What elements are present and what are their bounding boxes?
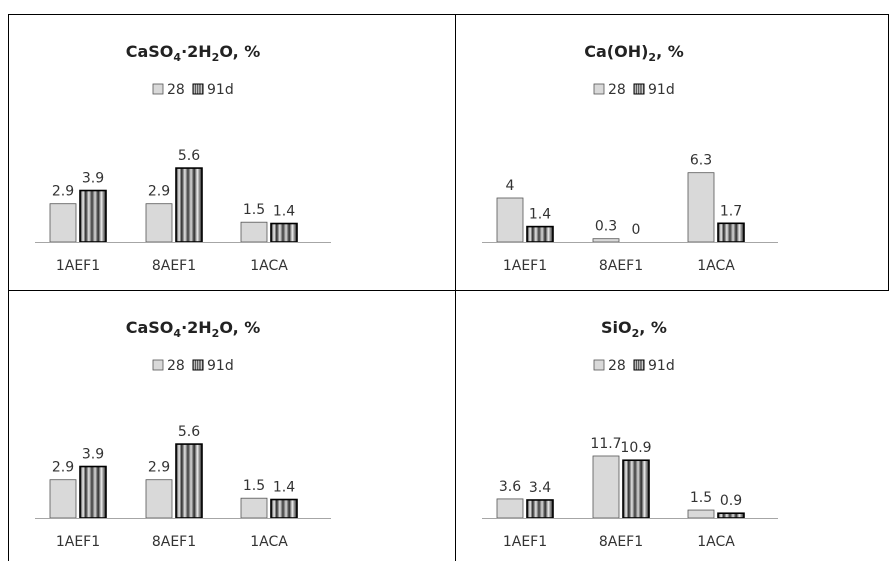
legend-label-91d: 91d [207,358,234,374]
data-label-91d-8AEF1: 10.9 [620,440,651,456]
bar-28-8AEF1 [145,479,173,519]
frame-top-border [8,14,889,15]
legend-label-28: 28 [608,82,626,98]
chart-panel-gypsum-bottom: CaSO4·2H2O, % 28 91d 2.9 3.9 1AEF1 2.9 5.6 8AEF1… [35,318,331,550]
data-label-91d-8AEF1: 5.6 [178,148,200,164]
data-label-28-8AEF1: 0.3 [595,219,617,235]
legend-swatch-28 [152,83,164,95]
bar-91d-8AEF1 [622,459,650,519]
bar-28-1AEF1 [49,479,77,519]
legend-label-91d: 91d [648,358,675,374]
legend-swatch-28 [593,83,605,95]
chart-legend: 28 91d [593,358,675,374]
bar-28-8AEF1 [145,203,173,243]
chart-panel-silica: SiO2, % 28 91d 3.6 3.4 1AEF1 11.710.9 8AEF1 1.5 0… [482,318,778,550]
legend-swatch-28 [593,359,605,371]
bar-28-8AEF1 [592,238,620,243]
legend-swatch-91d [633,83,645,95]
legend-label-91d: 91d [648,82,675,98]
bar-91d-1AEF1 [79,465,107,519]
bar-28-1ACA [687,172,715,243]
bar-28-8AEF1 [592,455,620,519]
legend-label-28: 28 [608,358,626,374]
bar-28-1ACA [240,221,268,243]
bar-91d-1ACA [270,222,298,243]
frame-row-divider [8,290,889,291]
category-label-8AEF1: 8AEF1 [599,258,643,274]
data-label-91d-1AEF1: 3.4 [529,480,551,496]
chart-panel-portlandite: Ca(OH)2, % 28 91d 4 1.4 1AEF1 0.3 0 8AEF1 6.3 1.7 1… [482,42,778,274]
data-label-91d-1AEF1: 3.9 [82,447,104,463]
data-label-28-1ACA: 1.5 [243,202,265,218]
data-label-28-1ACA: 1.5 [243,478,265,494]
bar-91d-8AEF1 [175,443,203,519]
data-label-91d-8AEF1: 5.6 [178,424,200,440]
bar-91d-1AEF1 [526,499,554,519]
category-label-1AEF1: 1AEF1 [56,534,100,550]
bar-91d-1ACA [717,222,745,243]
legend-swatch-91d [192,359,204,371]
frame-right-border [888,14,889,290]
bar-91d-1AEF1 [79,189,107,243]
chart-legend: 28 91d [152,82,234,98]
bar-91d-8AEF1 [175,167,203,243]
bar-28-1AEF1 [496,498,524,519]
frame-left-border [8,14,9,561]
category-label-1ACA: 1ACA [697,258,735,274]
data-label-28-1AEF1: 4 [506,178,515,194]
category-label-1AEF1: 1AEF1 [503,534,547,550]
bar-91d-1ACA [270,498,298,519]
category-label-1AEF1: 1AEF1 [56,258,100,274]
data-label-91d-8AEF1: 0 [632,222,641,238]
category-label-8AEF1: 8AEF1 [152,258,196,274]
chart-title: CaSO4·2H2O, % [126,42,261,64]
category-label-1ACA: 1ACA [250,258,288,274]
data-label-91d-1ACA: 1.4 [273,204,295,220]
bar-28-1ACA [687,509,715,519]
data-label-91d-1ACA: 1.7 [720,203,742,219]
category-label-1AEF1: 1AEF1 [503,258,547,274]
category-label-1ACA: 1ACA [697,534,735,550]
bar-28-1AEF1 [496,197,524,243]
category-label-1ACA: 1ACA [250,534,288,550]
data-label-28-1AEF1: 2.9 [52,460,74,476]
bar-28-1AEF1 [49,203,77,243]
frame-middle-divider [455,14,456,561]
data-label-28-1AEF1: 2.9 [52,184,74,200]
chart-title: Ca(OH)2, % [584,42,684,64]
data-label-28-8AEF1: 2.9 [148,460,170,476]
legend-swatch-91d [633,359,645,371]
data-label-28-1ACA: 6.3 [690,153,712,169]
data-label-28-1AEF1: 3.6 [499,479,521,495]
data-label-28-8AEF1: 2.9 [148,184,170,200]
legend-label-28: 28 [167,82,185,98]
legend-label-28: 28 [167,358,185,374]
data-label-28-1ACA: 1.5 [690,490,712,506]
chart-title: SiO2, % [601,318,667,340]
data-label-28-8AEF1: 11.7 [590,436,621,452]
chart-title: CaSO4·2H2O, % [126,318,261,340]
chart-panel-gypsum-top: CaSO4·2H2O, % 28 91d 2.9 3.9 1AEF1 2.9 5.6 8AEF1… [35,42,331,274]
data-label-91d-1ACA: 0.9 [720,493,742,509]
legend-label-91d: 91d [207,82,234,98]
data-label-91d-1AEF1: 1.4 [529,207,551,223]
legend-swatch-28 [152,359,164,371]
category-label-8AEF1: 8AEF1 [599,534,643,550]
category-label-8AEF1: 8AEF1 [152,534,196,550]
data-label-91d-1AEF1: 3.9 [82,171,104,187]
legend-swatch-91d [192,83,204,95]
bar-91d-1AEF1 [526,225,554,243]
bar-28-1ACA [240,497,268,519]
data-label-91d-1ACA: 1.4 [273,480,295,496]
chart-legend: 28 91d [593,82,675,98]
chart-legend: 28 91d [152,358,234,374]
bar-91d-1ACA [717,512,745,519]
